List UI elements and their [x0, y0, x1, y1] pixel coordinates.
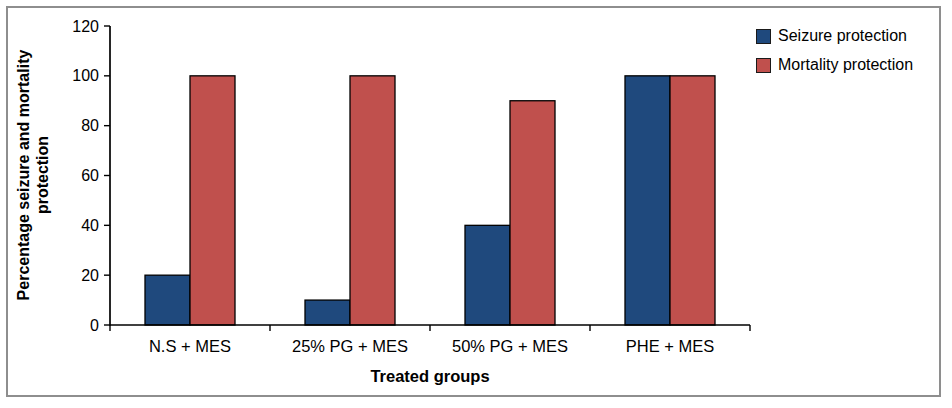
- y-tick-label-100: 100: [72, 67, 99, 84]
- y-axis-title-line2: protection: [33, 15, 52, 335]
- x-category-label-0: N.S + MES: [149, 337, 231, 355]
- x-category-label-3: PHE + MES: [626, 337, 715, 355]
- y-tick-label-20: 20: [81, 267, 99, 284]
- bar-series0-cat0: [145, 275, 190, 325]
- x-axis-title: Treated groups: [110, 367, 750, 386]
- y-tick-label-80: 80: [81, 117, 99, 134]
- legend: Seizure protection Mortality protection: [756, 27, 913, 74]
- bar-series1-cat3: [670, 76, 715, 325]
- x-category-label-2: 50% PG + MES: [452, 337, 568, 355]
- bar-series1-cat1: [350, 76, 395, 325]
- legend-label-seizure: Seizure protection: [778, 27, 907, 45]
- y-axis-title-line1: Percentage seizure and mortality: [14, 15, 33, 335]
- y-axis-title: Percentage seizure and mortality protect…: [14, 15, 52, 335]
- legend-label-mortality: Mortality protection: [778, 56, 913, 74]
- legend-swatch-mortality-icon: [756, 58, 771, 73]
- legend-item-seizure-protection: Seizure protection: [756, 27, 913, 45]
- legend-swatch-seizure-icon: [756, 29, 771, 44]
- bar-series1-cat0: [190, 76, 235, 325]
- bar-series0-cat1: [305, 300, 350, 325]
- y-tick-label-60: 60: [81, 167, 99, 184]
- y-tick-label-0: 0: [90, 317, 99, 334]
- bar-series0-cat3: [625, 76, 670, 325]
- y-tick-label-40: 40: [81, 217, 99, 234]
- bar-series0-cat2: [465, 225, 510, 325]
- x-category-label-1: 25% PG + MES: [292, 337, 408, 355]
- y-tick-label-120: 120: [72, 18, 99, 35]
- legend-item-mortality-protection: Mortality protection: [756, 56, 913, 74]
- bar-series1-cat2: [510, 101, 555, 325]
